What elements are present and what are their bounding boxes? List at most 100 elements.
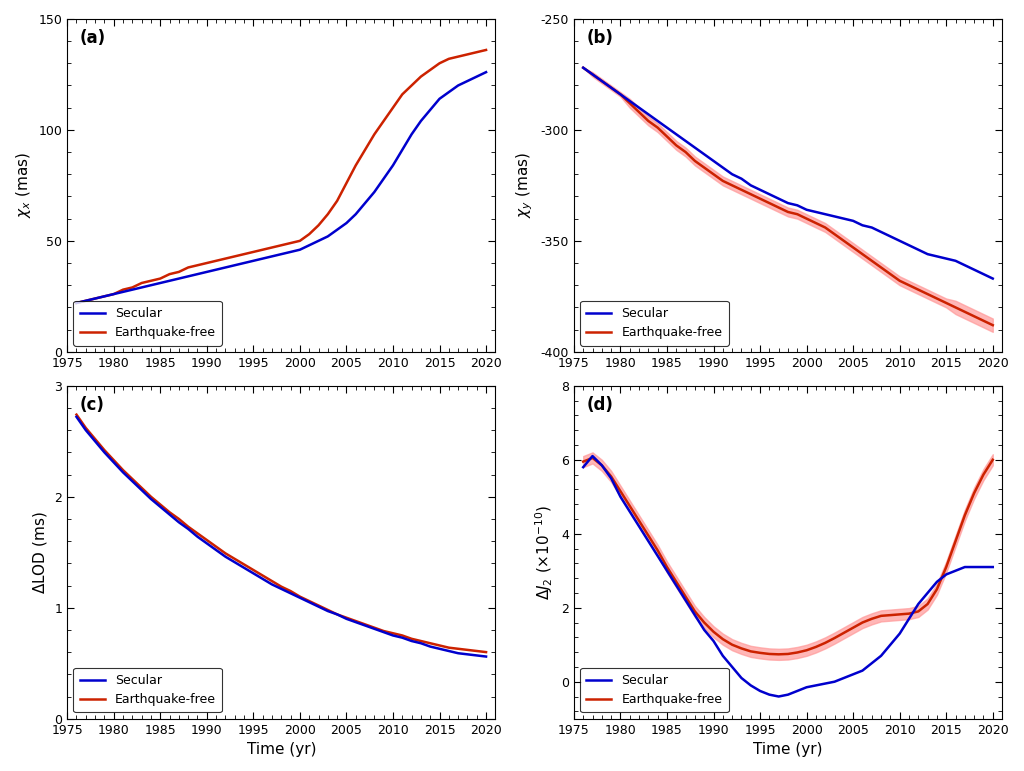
Secular: [578, 63, 590, 72]
Earthquake-free: [856, 250, 868, 259]
Earthquake-free: [442, 54, 455, 63]
Earthquake-free: [266, 577, 279, 586]
Secular: [605, 83, 617, 93]
Earthquake-free: [698, 163, 711, 172]
Secular: [903, 614, 915, 624]
Earthquake-free: [219, 549, 231, 558]
Secular: [708, 636, 720, 645]
Earthquake-free: [865, 614, 878, 624]
Secular: [117, 288, 129, 297]
Secular: [772, 194, 784, 204]
Earthquake-free: [587, 453, 599, 463]
Earthquake-free: [358, 145, 371, 154]
Secular: [680, 136, 692, 146]
Earthquake-free: [275, 582, 288, 591]
Earthquake-free: [894, 276, 906, 285]
Earthquake-free: [689, 607, 701, 616]
Line: Secular: Secular: [77, 417, 486, 657]
Earthquake-free: [285, 587, 297, 596]
Earthquake-free: [135, 483, 147, 493]
Earthquake-free: [977, 470, 989, 480]
Secular: [406, 130, 418, 139]
Earthquake-free: [471, 646, 483, 655]
Secular: [726, 170, 738, 179]
Earthquake-free: [670, 141, 682, 150]
Earthquake-free: [968, 488, 980, 497]
Secular: [949, 566, 962, 575]
Secular: [322, 232, 334, 241]
Secular: [885, 640, 897, 649]
Secular: [349, 618, 361, 627]
Earthquake-free: [894, 610, 906, 619]
Earthquake-free: [828, 634, 841, 643]
Earthquake-free: [874, 611, 887, 621]
Earthquake-free: [312, 601, 325, 610]
Earthquake-free: [191, 529, 204, 538]
Earthquake-free: [810, 642, 822, 651]
Secular: [228, 557, 241, 567]
Text: (b): (b): [587, 29, 613, 47]
Secular: [294, 245, 306, 254]
Secular: [931, 577, 943, 587]
Secular: [369, 625, 381, 634]
Earthquake-free: [578, 457, 590, 466]
Earthquake-free: [369, 130, 381, 139]
Secular: [191, 270, 204, 279]
Secular: [754, 686, 766, 695]
Secular: [424, 106, 436, 115]
Y-axis label: $\Delta J_2$ ($\times$10$^{-10}$): $\Delta J_2$ ($\times$10$^{-10}$): [534, 505, 555, 600]
Secular: [968, 562, 980, 571]
Secular: [378, 628, 390, 637]
Secular: [80, 296, 92, 305]
Secular: [480, 652, 493, 662]
Earthquake-free: [624, 99, 636, 108]
Secular: [847, 216, 859, 225]
Secular: [266, 252, 279, 261]
Earthquake-free: [89, 294, 101, 303]
Earthquake-free: [782, 207, 795, 217]
Secular: [792, 200, 804, 210]
Earthquake-free: [958, 510, 971, 520]
Secular: [587, 69, 599, 79]
Earthquake-free: [922, 289, 934, 298]
Legend: Secular, Earthquake-free: Secular, Earthquake-free: [581, 301, 729, 345]
Earthquake-free: [406, 81, 418, 90]
Earthquake-free: [155, 274, 167, 283]
Secular: [885, 232, 897, 241]
Earthquake-free: [424, 66, 436, 75]
Earthquake-free: [578, 63, 590, 72]
Earthquake-free: [108, 289, 120, 298]
Secular: [98, 291, 111, 301]
Secular: [340, 218, 352, 227]
Secular: [201, 268, 213, 277]
Secular: [717, 163, 729, 172]
Earthquake-free: [949, 537, 962, 546]
Earthquake-free: [596, 76, 608, 86]
Earthquake-free: [744, 190, 757, 199]
Earthquake-free: [819, 638, 831, 648]
Y-axis label: $\chi_y$ (mas): $\chi_y$ (mas): [514, 153, 536, 218]
Earthquake-free: [772, 650, 784, 659]
Secular: [689, 143, 701, 152]
Secular: [155, 502, 167, 511]
Earthquake-free: [912, 607, 925, 616]
Earthquake-free: [164, 270, 176, 279]
Earthquake-free: [285, 238, 297, 247]
Secular: [266, 580, 279, 589]
Earthquake-free: [117, 285, 129, 295]
Text: (d): (d): [587, 396, 613, 414]
Earthquake-free: [471, 48, 483, 57]
Secular: [856, 221, 868, 230]
Secular: [358, 621, 371, 630]
Secular: [108, 458, 120, 467]
Earthquake-free: [680, 592, 692, 601]
Earthquake-free: [605, 472, 617, 481]
Secular: [349, 210, 361, 219]
Secular: [219, 263, 231, 272]
Secular: [922, 588, 934, 598]
Earthquake-free: [614, 89, 627, 99]
Earthquake-free: [480, 648, 493, 657]
Line: Earthquake-free: Earthquake-free: [77, 50, 486, 303]
Earthquake-free: [792, 210, 804, 219]
Secular: [987, 274, 999, 283]
